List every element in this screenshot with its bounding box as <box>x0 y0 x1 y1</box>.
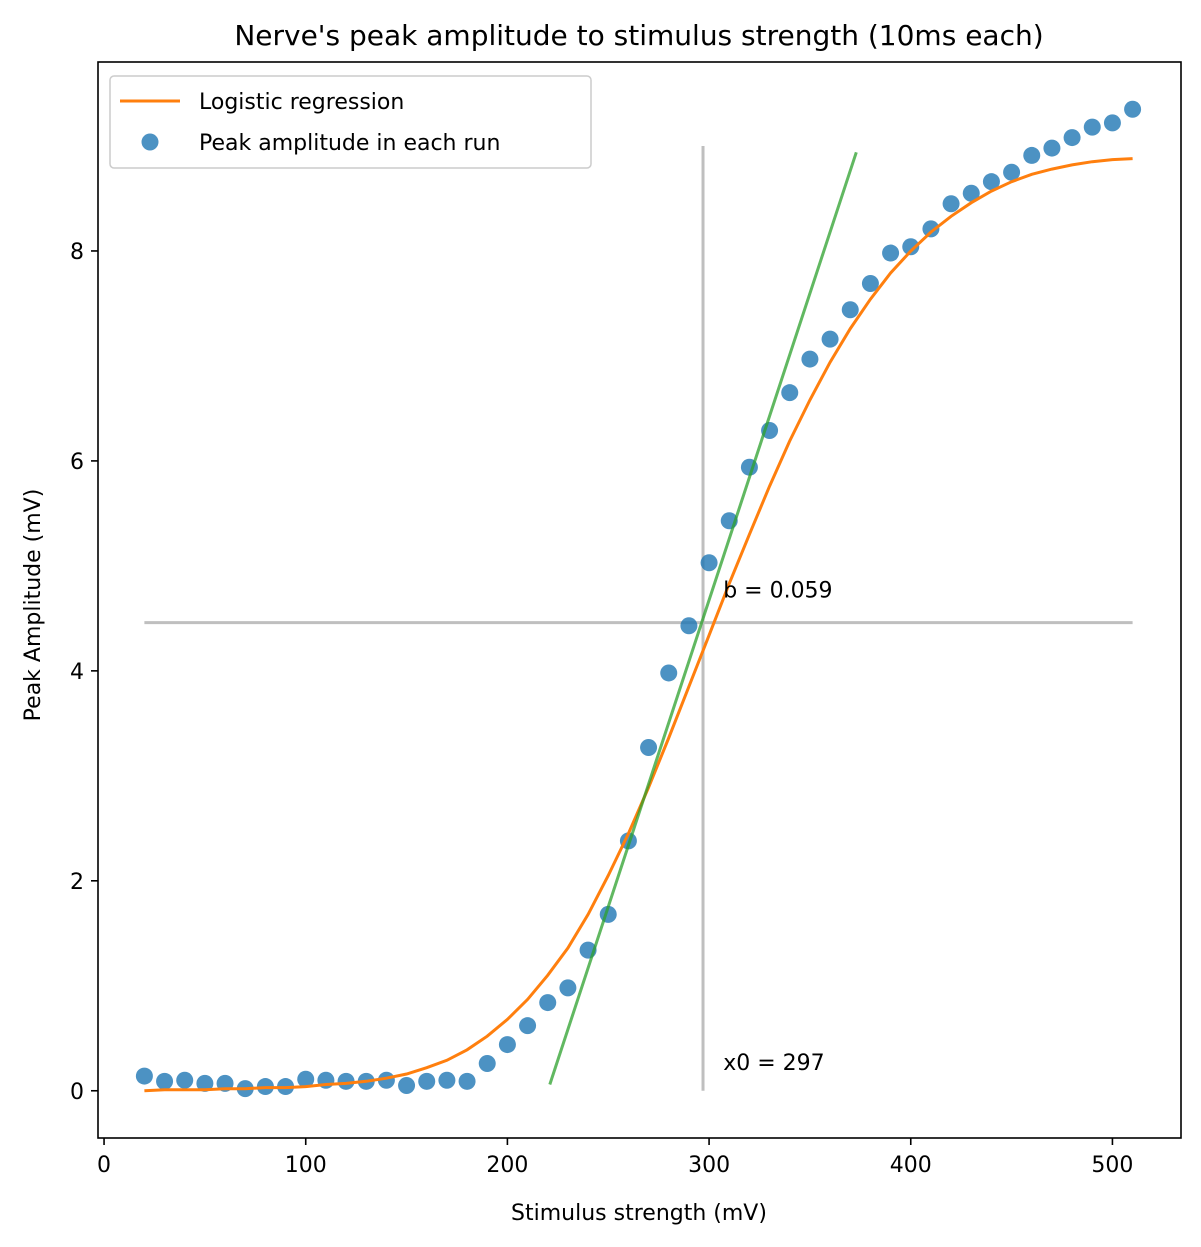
legend-swatch-marker <box>141 133 159 151</box>
series-line-logistic-regression <box>144 157 1133 1093</box>
x-tick-label: 200 <box>486 1153 528 1178</box>
y-tick-label: 2 <box>70 870 84 895</box>
scatter-point <box>135 1067 153 1085</box>
x-tick-label: 0 <box>97 1153 111 1178</box>
plot-area: b = 0.059 x0 = 297 <box>97 61 1182 1139</box>
scatter-point <box>902 238 920 256</box>
scatter-point <box>1023 146 1041 164</box>
scatter-point <box>498 1036 516 1054</box>
scatter-point <box>660 664 678 682</box>
scatter-point <box>942 195 960 213</box>
scatter-point <box>478 1054 496 1072</box>
scatter-point <box>297 1070 315 1088</box>
x-tick-label: 100 <box>285 1153 327 1178</box>
y-axis: 0 2 4 6 8 <box>70 240 98 1105</box>
scatter-point <box>801 350 819 368</box>
x-axis-label: Stimulus strength (mV) <box>511 1201 767 1226</box>
tangent-line <box>548 151 858 1085</box>
plot-frame <box>97 61 1182 1139</box>
scatter-point <box>458 1072 476 1090</box>
annotation: x0 = 297 <box>723 1051 824 1076</box>
legend-box <box>109 75 592 169</box>
scatter-point <box>1124 100 1142 118</box>
scatter-point <box>539 994 557 1012</box>
legend-label: Logistic regression <box>199 90 404 115</box>
scatter-point <box>1043 139 1061 157</box>
scatter-point <box>438 1071 456 1089</box>
scatter-point <box>882 244 900 262</box>
scatter-point <box>398 1077 416 1095</box>
scatter-point <box>841 301 859 319</box>
y-tick-label: 6 <box>70 450 84 475</box>
scatter-point <box>1003 163 1021 181</box>
x-tick-label: 300 <box>688 1153 730 1178</box>
scatter-point <box>922 220 940 238</box>
scatter-point <box>559 979 577 997</box>
chart-title: Nerve's peak amplitude to stimulus stren… <box>234 19 1043 52</box>
legend: Logistic regression Peak amplitude in eac… <box>109 75 592 169</box>
y-tick-label: 4 <box>70 660 84 685</box>
scatter-point <box>418 1072 436 1090</box>
x-axis: 0 100 200 300 400 500 <box>97 1138 1133 1178</box>
x-tick-label: 500 <box>1091 1153 1133 1178</box>
scatter-point <box>700 554 718 572</box>
y-tick-label: 8 <box>70 240 84 265</box>
y-tick-label: 0 <box>70 1080 84 1105</box>
scatter-point <box>196 1074 214 1092</box>
scatter-point <box>1103 114 1121 132</box>
y-axis-label: Peak Amplitude (mV) <box>21 489 46 722</box>
annotation: b = 0.059 <box>723 578 832 603</box>
scatter-point <box>861 274 879 292</box>
scatter-point <box>519 1017 537 1035</box>
scatter-point <box>821 330 839 348</box>
scatter-point <box>337 1072 355 1090</box>
scatter-point <box>962 184 980 202</box>
scatter-point <box>781 384 799 402</box>
scatter-point <box>640 738 658 756</box>
scatter-point <box>1063 129 1081 147</box>
scatter-point <box>982 173 1000 191</box>
scatter-point <box>156 1072 174 1090</box>
x-tick-label: 400 <box>890 1153 932 1178</box>
scatter-point <box>680 617 698 635</box>
legend-label: Peak amplitude in each run <box>199 131 500 156</box>
scatter-point <box>176 1071 194 1089</box>
scatter-point <box>1083 118 1101 136</box>
